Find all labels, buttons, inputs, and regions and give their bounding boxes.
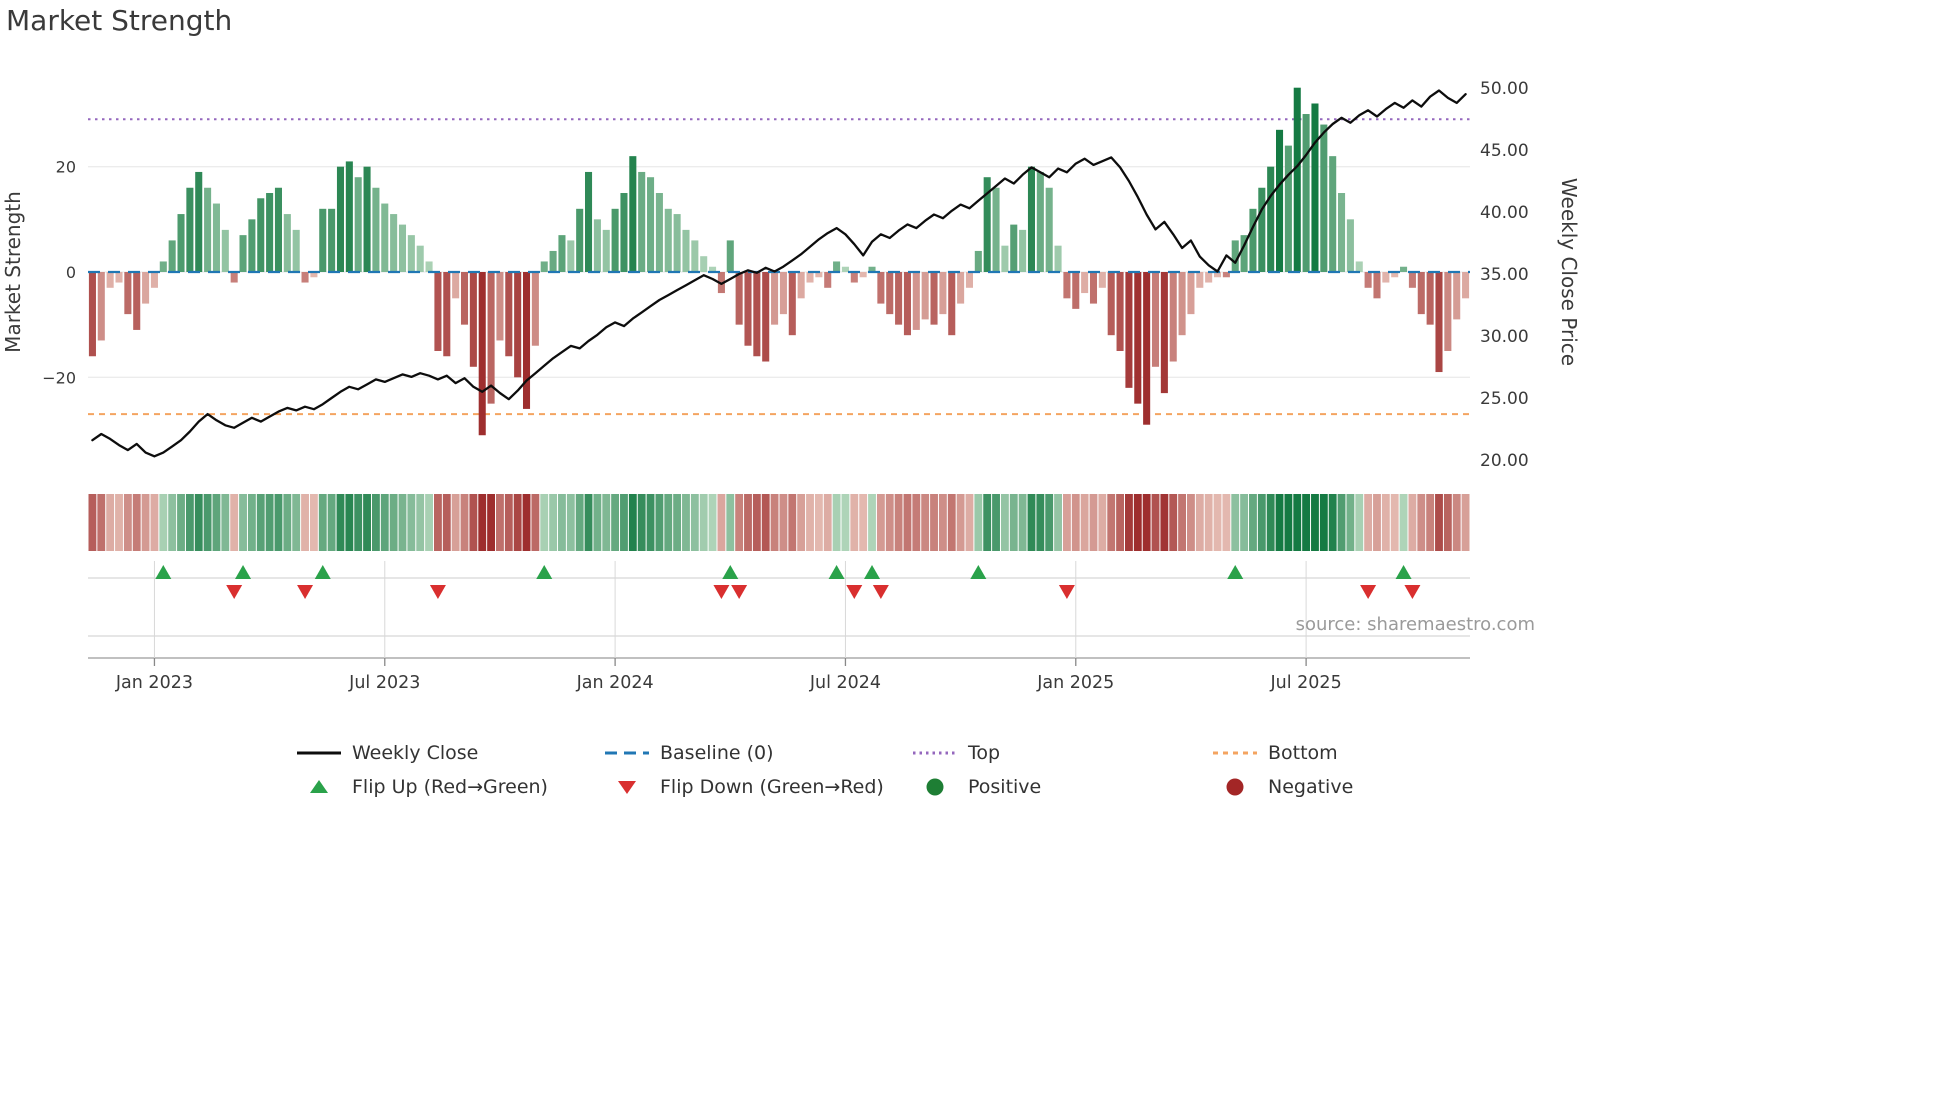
legend-item-flip-down: Flip Down (Green→Red) — [604, 770, 912, 804]
legend-label-flip-up: Flip Up (Red→Green) — [352, 776, 548, 798]
svg-text:25.00: 25.00 — [1480, 389, 1529, 409]
svg-text:40.00: 40.00 — [1480, 203, 1529, 223]
svg-text:Jul 2023: Jul 2023 — [348, 673, 420, 693]
legend-item-flip-up: Flip Up (Red→Green) — [296, 770, 604, 804]
svg-text:20: 20 — [56, 158, 76, 177]
legend-item-weekly-close: Weekly Close — [296, 736, 604, 770]
source-text: source: sharemaestro.com — [1295, 614, 1535, 635]
svg-text:50.00: 50.00 — [1480, 79, 1529, 99]
legend-item-top: Top — [912, 736, 1212, 770]
legend-label-positive: Positive — [968, 776, 1042, 798]
legend-label-top: Top — [968, 742, 1001, 764]
strength-heatmap — [88, 494, 1470, 551]
weekly-close-line-icon — [297, 751, 341, 755]
top-dotted-line-icon — [913, 751, 957, 755]
legend-label-baseline: Baseline (0) — [660, 742, 774, 764]
oscillator-bars — [88, 87, 1470, 436]
svg-text:0: 0 — [66, 263, 76, 282]
bottom-dashed-line-icon — [1213, 751, 1257, 755]
flip-down-markers — [226, 585, 1421, 599]
baseline-dash-icon — [605, 751, 649, 755]
weekly-close-line — [91, 89, 1467, 458]
svg-text:Market Strength: Market Strength — [1, 191, 25, 353]
left-axis: 20 0 −20 Market Strength — [1, 158, 76, 388]
flip-up-triangle-icon — [310, 780, 328, 793]
svg-text:Jan 2024: Jan 2024 — [576, 673, 654, 693]
legend-label-weekly-close: Weekly Close — [352, 742, 479, 764]
svg-text:35.00: 35.00 — [1480, 265, 1529, 285]
svg-text:Jan 2025: Jan 2025 — [1036, 673, 1114, 693]
chart-legend: Weekly Close Baseline (0) Top Bottom Fli… — [296, 736, 1482, 804]
flip-up-markers — [155, 565, 1412, 579]
svg-text:−20: −20 — [42, 368, 76, 387]
page-title: Market Strength — [6, 4, 233, 37]
svg-text:30.00: 30.00 — [1480, 327, 1529, 347]
legend-label-flip-down: Flip Down (Green→Red) — [660, 776, 884, 798]
legend-item-bottom: Bottom — [1212, 736, 1482, 770]
svg-text:20.00: 20.00 — [1480, 451, 1529, 471]
right-axis: 50.00 45.00 40.00 35.00 30.00 25.00 20.00 Weekl… — [1480, 79, 1581, 471]
positive-dot-icon — [926, 778, 944, 796]
legend-label-negative: Negative — [1268, 776, 1354, 798]
market-strength-chart: 20 0 −20 Market Strength 50.00 45.00 40.00 35.0… — [1, 79, 1581, 693]
flip-down-triangle-icon — [618, 781, 636, 794]
marker-panel — [88, 561, 1470, 659]
legend-label-bottom: Bottom — [1268, 742, 1338, 764]
svg-text:Jul 2025: Jul 2025 — [1269, 673, 1341, 693]
negative-dot-icon — [1226, 778, 1244, 796]
svg-text:Weekly Close Price: Weekly Close Price — [1557, 178, 1581, 366]
svg-text:Jan 2023: Jan 2023 — [115, 673, 193, 693]
legend-item-positive: Positive — [912, 770, 1212, 804]
legend-item-negative: Negative — [1212, 770, 1482, 804]
svg-text:45.00: 45.00 — [1480, 141, 1529, 161]
legend-item-baseline: Baseline (0) — [604, 736, 912, 770]
x-axis: Jan 2023 Jul 2023 Jan 2024 Jul 2024 Jan 2025… — [115, 658, 1342, 693]
svg-text:Jul 2024: Jul 2024 — [809, 673, 881, 693]
